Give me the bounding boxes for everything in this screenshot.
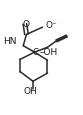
- Text: O⁻: O⁻: [46, 21, 58, 30]
- Text: C: C: [33, 48, 39, 57]
- Text: HN: HN: [3, 37, 16, 46]
- Text: OH: OH: [24, 87, 37, 96]
- Text: O: O: [23, 20, 30, 29]
- Text: –OH: –OH: [39, 48, 58, 57]
